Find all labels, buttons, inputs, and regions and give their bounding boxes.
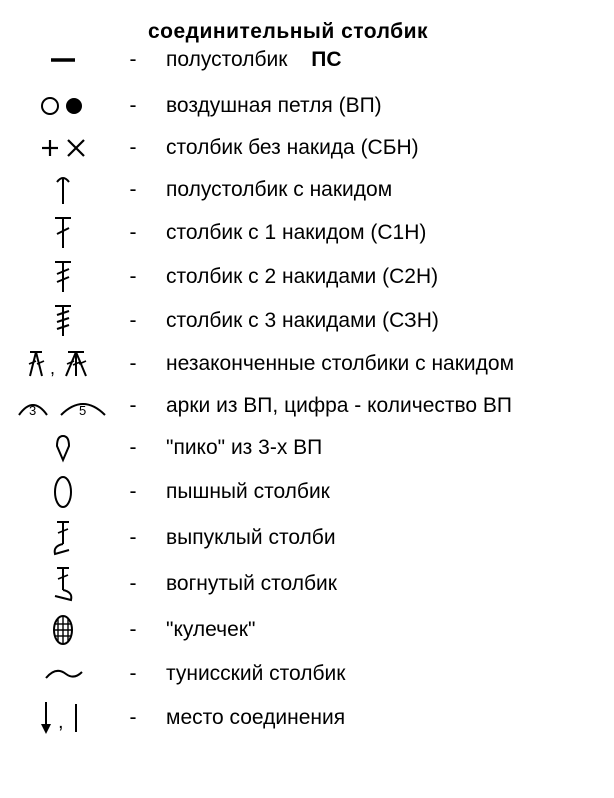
label-double-crochet: столбик с 1 накидом (С1Н)	[148, 221, 426, 245]
arc-number-5: 5	[79, 403, 86, 418]
header-connecting-stitch: соединительный столбик	[148, 20, 428, 44]
label-picot: "пико" из 3-х ВП	[148, 436, 322, 460]
dash: -	[118, 436, 148, 460]
symbol-single-crochet	[8, 134, 118, 162]
symbol-tunisian	[8, 660, 118, 688]
dash: -	[118, 221, 148, 245]
dash: -	[118, 526, 148, 550]
row-picot: - "пико" из 3-х ВП	[8, 430, 606, 466]
dash: -	[118, 178, 148, 202]
label-chain-stitch: воздушная петля (ВП)	[148, 94, 382, 118]
header-row-1: соединительный столбик	[8, 20, 606, 44]
row-back-post: - вогнутый столбик	[8, 564, 606, 604]
dash: -	[118, 136, 148, 160]
label-chain-arc: арки из ВП, цифра - количество ВП	[148, 394, 512, 418]
symbol-chain-arc: 3 5	[8, 391, 118, 421]
row-popcorn: - "кулечек"	[8, 610, 606, 650]
symbol-slip-stitch	[8, 50, 118, 70]
slip-stitch-text: полустолбик	[166, 48, 287, 71]
symbol-front-post	[8, 518, 118, 558]
label-single-crochet: столбик без накида (СБН)	[148, 136, 419, 160]
label-front-post: выпуклый столби	[148, 526, 336, 550]
row-join-point: , - место соединения	[8, 698, 606, 738]
dash: -	[118, 662, 148, 686]
label-popcorn: "кулечек"	[148, 618, 255, 642]
label-back-post: вогнутый столбик	[148, 572, 337, 596]
arc-number-3: 3	[29, 403, 36, 418]
symbol-chain-stitch	[8, 92, 118, 120]
label-half-double-crochet: полустолбик с накидом	[148, 178, 392, 202]
symbol-unfinished-cluster: ,	[8, 346, 118, 382]
symbol-popcorn	[8, 610, 118, 650]
label-treble-crochet: столбик с 2 накидами (С2Н)	[148, 265, 438, 289]
symbol-puff-stitch	[8, 472, 118, 512]
row-chain-stitch: - воздушная петля (ВП)	[8, 88, 606, 124]
row-single-crochet: - столбик без накида (СБН)	[8, 130, 606, 166]
dash: -	[118, 309, 148, 333]
dash: -	[118, 352, 148, 376]
row-unfinished-cluster: , - незаконченные столбики с накидом	[8, 346, 606, 382]
header-slip-stitch-label: полустолбик ПС	[148, 48, 342, 72]
symbol-join-point: ,	[8, 698, 118, 738]
symbol-treble-crochet	[8, 258, 118, 296]
dash: -	[118, 265, 148, 289]
symbol-double-treble-crochet	[8, 302, 118, 340]
row-front-post: - выпуклый столби	[8, 518, 606, 558]
dash-separator: -	[118, 48, 148, 72]
dash: -	[118, 706, 148, 730]
dash: -	[118, 480, 148, 504]
dash: -	[118, 572, 148, 596]
row-treble-crochet: - столбик с 2 накидами (С2Н)	[8, 258, 606, 296]
dash: -	[118, 394, 148, 418]
dash: -	[118, 94, 148, 118]
row-puff-stitch: - пышный столбик	[8, 472, 606, 512]
label-tunisian: тунисский столбик	[148, 662, 345, 686]
symbol-half-double-crochet	[8, 172, 118, 208]
symbol-picot	[8, 430, 118, 466]
label-join-point: место соединения	[148, 706, 345, 730]
symbol-double-crochet	[8, 214, 118, 252]
svg-text:,: ,	[58, 711, 64, 733]
label-double-treble-crochet: столбик с 3 накидами (СЗН)	[148, 309, 439, 333]
label-puff-stitch: пышный столбик	[148, 480, 330, 504]
row-half-double-crochet: - полустолбик с накидом	[8, 172, 606, 208]
symbol-back-post	[8, 564, 118, 604]
label-unfinished-cluster: незаконченные столбики с накидом	[148, 352, 514, 376]
dash: -	[118, 618, 148, 642]
row-chain-arc: 3 5 - арки из ВП, цифра - количество ВП	[8, 388, 606, 424]
row-double-treble-crochet: - столбик с 3 накидами (СЗН)	[8, 302, 606, 340]
slip-stitch-abbr: ПС	[311, 48, 341, 71]
row-double-crochet: - столбик с 1 накидом (С1Н)	[8, 214, 606, 252]
row-tunisian: - тунисский столбик	[8, 656, 606, 692]
header-row-2: - полустолбик ПС	[8, 48, 606, 72]
svg-text:,: ,	[50, 358, 55, 378]
